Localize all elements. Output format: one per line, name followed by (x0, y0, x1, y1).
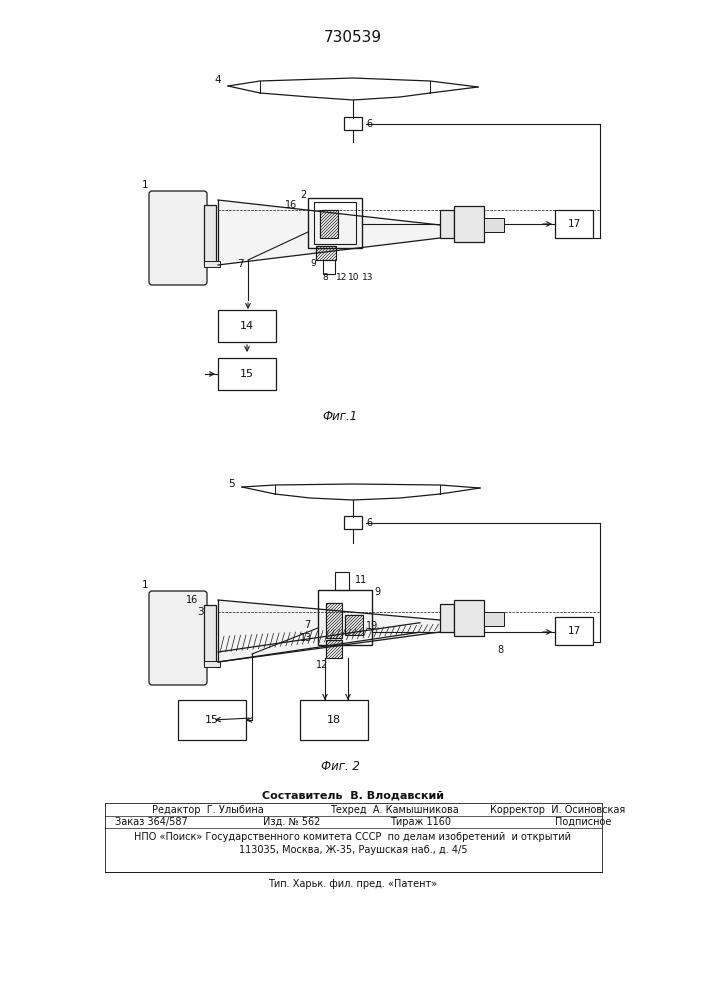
Bar (326, 603, 342, 638)
Bar (484, 612, 504, 626)
Bar (316, 246, 336, 260)
Text: 5: 5 (228, 479, 235, 489)
Text: 13: 13 (362, 272, 374, 282)
FancyBboxPatch shape (149, 591, 207, 685)
Text: 1: 1 (141, 580, 148, 590)
Text: 17: 17 (568, 626, 580, 636)
Text: 17: 17 (568, 219, 580, 229)
Bar (555, 617, 593, 645)
Bar (440, 210, 454, 238)
Text: 7: 7 (238, 259, 244, 269)
Text: Подписное: Подписное (555, 817, 612, 827)
Text: Изд. № 562: Изд. № 562 (263, 817, 320, 827)
Text: 6: 6 (366, 518, 372, 528)
Bar (204, 261, 220, 267)
Polygon shape (218, 600, 440, 662)
Text: Редактор  Г. Улыбина: Редактор Г. Улыбина (152, 805, 264, 815)
Bar (204, 661, 220, 667)
Bar (345, 615, 363, 635)
Bar (300, 700, 368, 740)
Text: 4: 4 (215, 75, 221, 85)
Text: Фиг. 2: Фиг. 2 (320, 760, 359, 774)
Bar (178, 700, 246, 740)
Text: Тип. Харьк. фил. пред. «Патент»: Тип. Харьк. фил. пред. «Патент» (269, 879, 438, 889)
Bar (344, 516, 362, 529)
Bar (204, 205, 216, 265)
Text: Корректор  И. Осиновская: Корректор И. Осиновская (490, 805, 625, 815)
Text: 10: 10 (349, 272, 360, 282)
Text: Фиг.1: Фиг.1 (322, 410, 358, 424)
Text: 2: 2 (300, 190, 307, 200)
Bar (318, 590, 372, 645)
Bar (218, 358, 276, 390)
Bar (314, 202, 356, 244)
Bar (454, 206, 484, 242)
Text: 16: 16 (186, 595, 198, 605)
Text: Техред  А. Камышникова: Техред А. Камышникова (330, 805, 459, 815)
Bar (555, 210, 593, 238)
Text: 1: 1 (141, 180, 148, 190)
Text: 3: 3 (197, 607, 204, 617)
Text: 12: 12 (316, 660, 328, 670)
Text: Заказ 364/587: Заказ 364/587 (115, 817, 188, 827)
Text: 113035, Москва, Ж-35, Раушская наб., д. 4/5: 113035, Москва, Ж-35, Раушская наб., д. … (239, 845, 467, 855)
Text: 6: 6 (366, 119, 372, 129)
Text: 14: 14 (240, 321, 254, 331)
Text: 15: 15 (240, 369, 254, 379)
Bar (323, 260, 335, 274)
Text: 19: 19 (366, 621, 378, 631)
Text: 11: 11 (355, 575, 367, 585)
Text: Составитель  В. Влодавский: Составитель В. Влодавский (262, 791, 444, 801)
Bar (326, 640, 342, 658)
Text: 8: 8 (497, 645, 503, 655)
Text: 9: 9 (310, 258, 316, 267)
Bar (335, 572, 349, 590)
Text: 15: 15 (205, 715, 219, 725)
Polygon shape (218, 200, 440, 265)
Text: 16: 16 (285, 200, 297, 210)
Text: 730539: 730539 (324, 30, 382, 45)
Text: НПО «Поиск» Государственного комитета СССР  по делам изобретений  и открытий: НПО «Поиск» Государственного комитета СС… (134, 832, 571, 842)
Bar (344, 117, 362, 130)
Bar (454, 600, 484, 636)
Text: 18: 18 (327, 715, 341, 725)
Text: 7: 7 (304, 620, 310, 630)
Bar (308, 198, 362, 248)
Bar (204, 605, 216, 665)
FancyBboxPatch shape (149, 191, 207, 285)
Bar (218, 310, 276, 342)
Text: 12: 12 (337, 272, 348, 282)
Bar (484, 218, 504, 232)
Bar (440, 604, 454, 632)
Text: 8: 8 (322, 272, 328, 282)
Text: 13: 13 (300, 633, 312, 643)
Text: Тираж 1160: Тираж 1160 (390, 817, 451, 827)
Text: 9: 9 (374, 587, 380, 597)
Bar (320, 210, 338, 238)
